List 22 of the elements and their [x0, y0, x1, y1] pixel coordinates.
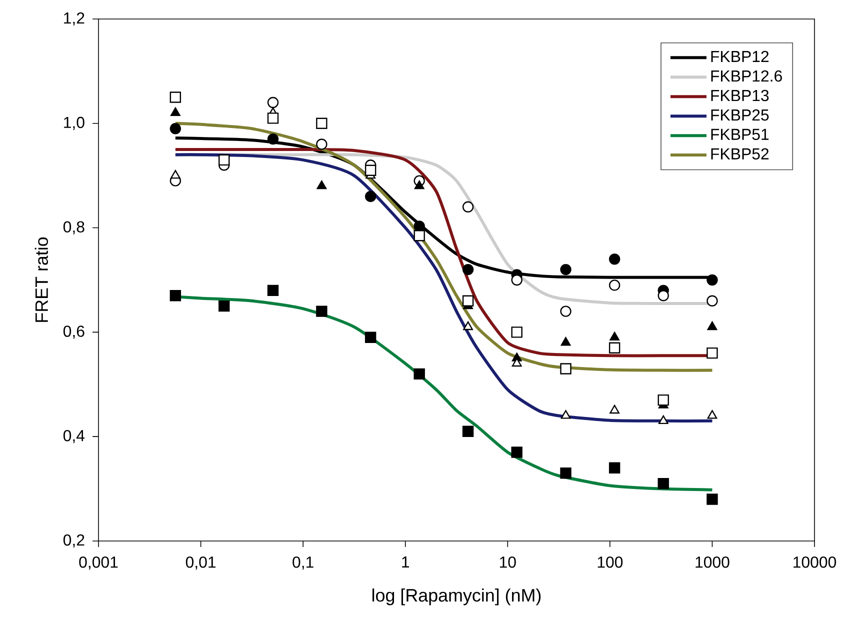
y-tick-label: 1,2	[64, 12, 84, 26]
x-tick-label: 10000	[794, 556, 836, 568]
y-tick-label: 1,0	[64, 116, 84, 130]
y-tick-label: 0,6	[63, 326, 84, 339]
y-tick-label: 0,8	[63, 221, 84, 234]
legend-label: FKBP25	[711, 109, 769, 121]
x-tick-label: 0,01	[186, 556, 216, 570]
x-tick-label: 100	[598, 556, 623, 568]
legend-label: FKBP12.6	[711, 70, 782, 82]
legend-label: FKBP51	[711, 128, 769, 140]
x-axis-title: log [Rapamycin] (nM)	[372, 588, 541, 606]
x-tick-label: 0,001	[79, 556, 118, 570]
x-tick-label: 0,1	[292, 556, 314, 570]
x-tick-label: 10	[500, 556, 516, 568]
y-tick-label: 0,2	[63, 534, 84, 548]
legend-label: FKBP52	[711, 148, 769, 160]
legend-label: FKBP12	[711, 50, 769, 62]
x-tick-label: 1	[402, 556, 410, 568]
x-tick-label: 1000	[696, 556, 730, 568]
y-tick-label: 0,4	[63, 430, 85, 444]
y-axis-title: FRET ratio	[34, 237, 48, 322]
legend-label: FKBP13	[711, 90, 769, 102]
